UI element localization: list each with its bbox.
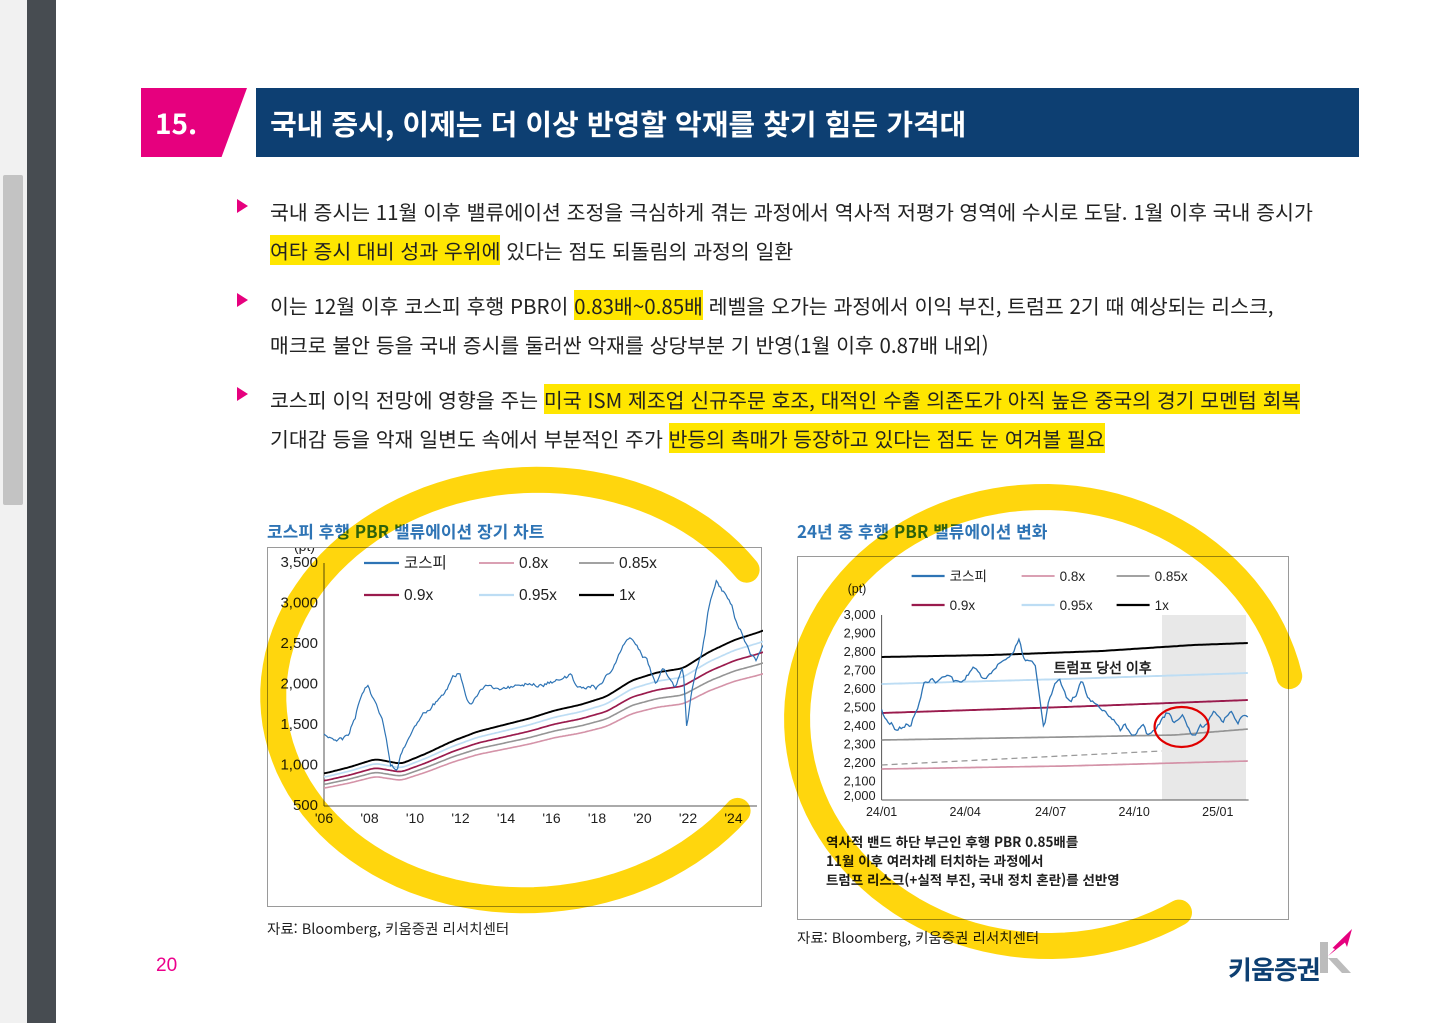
svg-text:3,000: 3,000 [844, 607, 876, 622]
svg-text:트럼프 당선 이후: 트럼프 당선 이후 [1054, 660, 1152, 676]
svg-text:'16: '16 [542, 810, 560, 826]
svg-text:24/07: 24/07 [1035, 805, 1066, 819]
svg-text:2,400: 2,400 [844, 718, 876, 733]
svg-text:0.8x: 0.8x [1060, 569, 1086, 584]
svg-text:0.9x: 0.9x [404, 587, 434, 604]
svg-text:0.85x: 0.85x [1155, 569, 1188, 584]
svg-text:2,800: 2,800 [844, 644, 876, 659]
svg-text:24/04: 24/04 [950, 805, 981, 819]
svg-text:2,000: 2,000 [280, 676, 318, 693]
svg-text:2,200: 2,200 [844, 755, 876, 770]
svg-text:3,500: 3,500 [280, 554, 318, 571]
svg-text:1x: 1x [619, 587, 636, 604]
svg-text:코스피: 코스피 [404, 554, 447, 572]
svg-text:24/01: 24/01 [866, 805, 897, 819]
svg-text:코스피: 코스피 [950, 569, 987, 584]
svg-text:'20: '20 [633, 810, 651, 826]
svg-text:2,500: 2,500 [280, 635, 318, 652]
svg-text:'12: '12 [451, 810, 469, 826]
svg-text:'08: '08 [360, 810, 378, 826]
svg-text:'10: '10 [406, 810, 424, 826]
svg-text:(pt): (pt) [848, 582, 867, 596]
svg-text:0.95x: 0.95x [1060, 598, 1093, 613]
svg-text:1,500: 1,500 [280, 716, 318, 733]
svg-text:2,100: 2,100 [844, 774, 876, 789]
svg-text:0.95x: 0.95x [519, 587, 557, 604]
svg-text:0.8x: 0.8x [519, 555, 549, 572]
svg-text:2,500: 2,500 [844, 700, 876, 715]
svg-text:25/01: 25/01 [1202, 805, 1233, 819]
svg-text:2,000: 2,000 [844, 788, 876, 803]
svg-text:1,000: 1,000 [280, 757, 318, 774]
svg-text:1x: 1x [1155, 598, 1170, 613]
svg-text:0.85x: 0.85x [619, 555, 657, 572]
svg-text:'18: '18 [588, 810, 606, 826]
svg-text:(pt): (pt) [294, 548, 315, 554]
svg-text:'22: '22 [679, 810, 697, 826]
svg-text:2,300: 2,300 [844, 737, 876, 752]
svg-text:'06: '06 [315, 810, 333, 826]
svg-text:'14: '14 [497, 810, 515, 826]
svg-text:3,000: 3,000 [280, 595, 318, 612]
svg-text:2,700: 2,700 [844, 663, 876, 678]
svg-text:24/10: 24/10 [1119, 805, 1150, 819]
svg-text:'24: '24 [724, 810, 742, 826]
svg-text:2,900: 2,900 [844, 626, 876, 641]
svg-text:0.9x: 0.9x [950, 598, 976, 613]
svg-text:2,600: 2,600 [844, 681, 876, 696]
